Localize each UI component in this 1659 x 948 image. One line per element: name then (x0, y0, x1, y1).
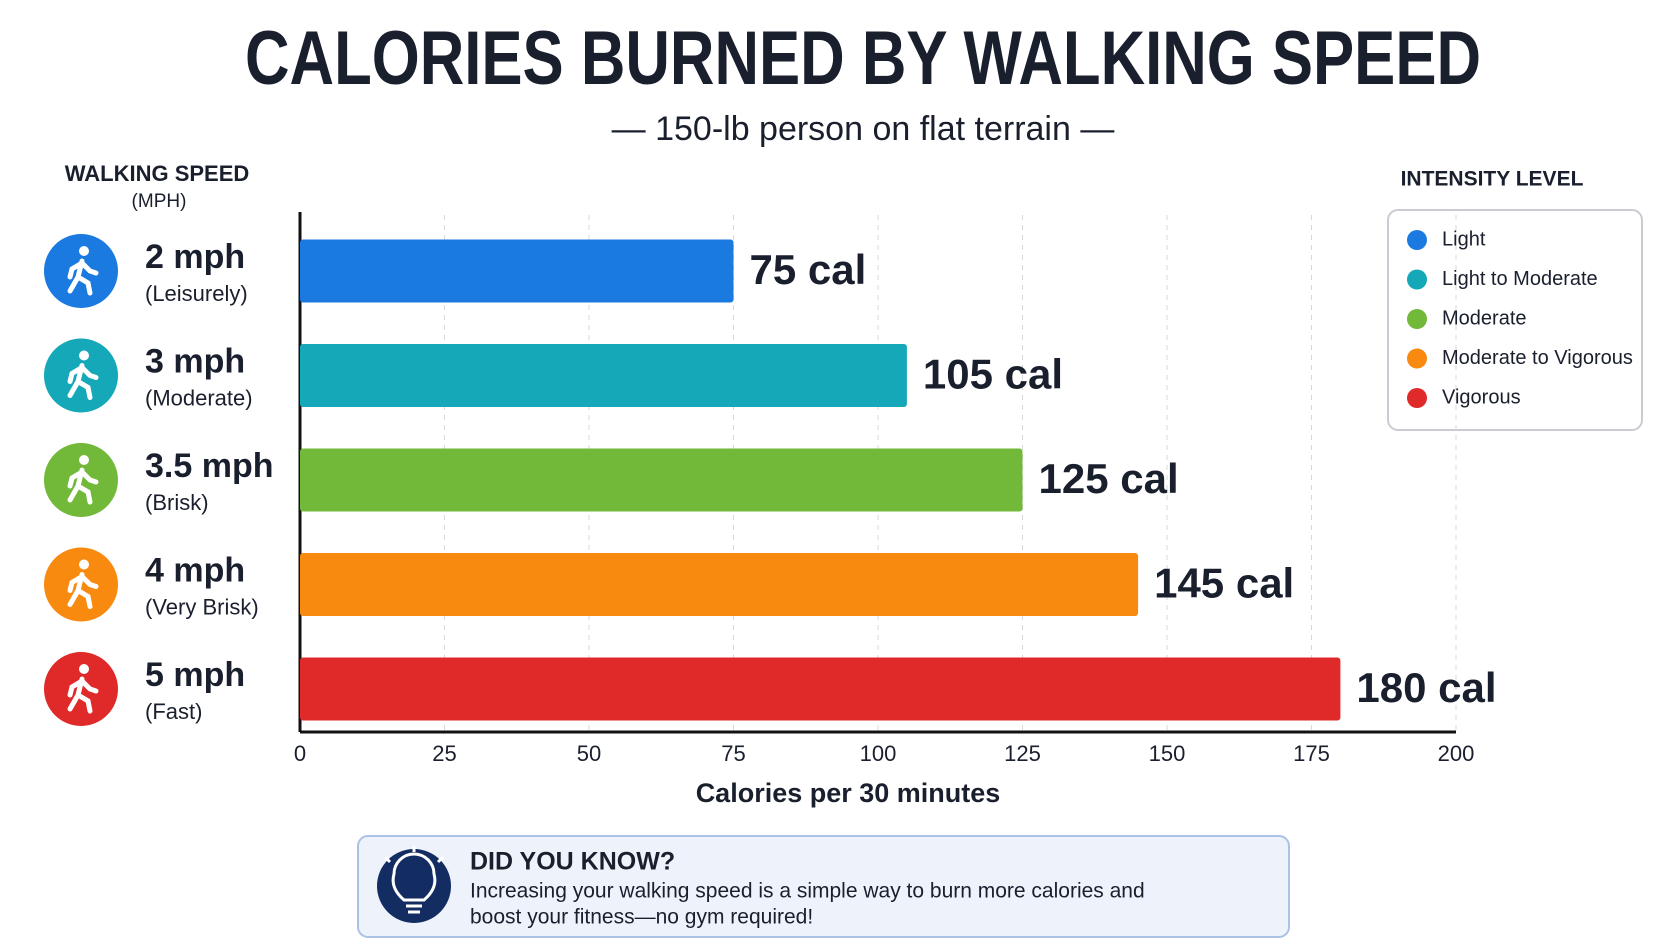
walker-head (79, 559, 89, 570)
legend-label: Moderate (1442, 307, 1527, 329)
value-label: 75 cal (750, 246, 867, 293)
value-label: 125 cal (1039, 455, 1179, 502)
walker-body (67, 572, 99, 609)
legend-label: Light to Moderate (1442, 268, 1598, 290)
bar (300, 344, 907, 407)
walker-body (67, 467, 99, 505)
category-label: 4 mph (145, 551, 245, 589)
chart-title: CALORIES BURNED BY WALKING SPEED (245, 16, 1481, 101)
x-tick-label: 100 (860, 741, 897, 766)
category-note: (Fast) (145, 699, 202, 724)
callout-text: boost your fitness—no gym required! (470, 906, 813, 929)
category-label: 5 mph (145, 656, 245, 694)
walker-head (79, 246, 89, 256)
value-label: 105 cal (923, 351, 1063, 398)
legend-swatch (1407, 309, 1427, 329)
x-tick-label: 0 (294, 741, 306, 766)
walker-body (67, 258, 99, 296)
x-tick-label: 25 (432, 741, 456, 766)
category-label: 2 mph (145, 238, 245, 276)
walker-icon (67, 559, 99, 609)
chart-subtitle: — 150-lb person on flat terrain — (612, 110, 1115, 148)
value-label: 145 cal (1154, 560, 1294, 607)
callout-box (357, 835, 1290, 938)
x-tick-label: 175 (1293, 741, 1330, 766)
x-tick-label: 75 (721, 741, 745, 766)
y-axis-unit: (MPH) (132, 191, 187, 212)
walker-icon (67, 246, 99, 296)
x-tick-label: 125 (1004, 741, 1041, 766)
legend-swatch (1407, 388, 1427, 408)
walker-head (79, 455, 89, 465)
walker-head (79, 350, 89, 361)
bar (300, 239, 734, 303)
category-note: (Leisurely) (145, 281, 248, 306)
walker-icon (67, 350, 99, 400)
bar (300, 448, 1023, 512)
value-label: 180 cal (1356, 664, 1496, 711)
x-axis-title: Calories per 30 minutes (696, 778, 1001, 808)
walker-body (67, 676, 99, 714)
bulb-icon (383, 846, 445, 914)
walker-head (79, 664, 89, 674)
x-tick-label: 200 (1438, 741, 1475, 766)
legend-box (1387, 209, 1643, 431)
legend-swatch (1407, 348, 1427, 369)
y-axis-title: WALKING SPEED (65, 161, 250, 186)
bar (300, 657, 1341, 721)
legend-label: Moderate to Vigorous (1442, 347, 1633, 369)
x-tick-label: 150 (1149, 741, 1186, 766)
category-label: 3.5 mph (145, 447, 273, 485)
category-label: 3 mph (145, 342, 245, 380)
walker-icon (67, 455, 99, 505)
category-note: (Brisk) (145, 490, 209, 515)
callout-title: DID YOU KNOW? (470, 848, 675, 876)
legend-swatch (1407, 269, 1427, 290)
legend-title: INTENSITY LEVEL (1401, 168, 1584, 191)
category-note: (Very Brisk) (145, 594, 259, 619)
category-note: (Moderate) (145, 385, 253, 410)
legend-label: Vigorous (1442, 386, 1521, 408)
callout-text: Increasing your walking speed is a simpl… (470, 880, 1145, 903)
walker-body (67, 363, 99, 400)
legend-swatch (1407, 230, 1427, 250)
walker-icon (67, 664, 99, 714)
legend-label: Light (1442, 228, 1486, 250)
x-tick-label: 50 (577, 741, 601, 766)
bar (300, 553, 1139, 616)
